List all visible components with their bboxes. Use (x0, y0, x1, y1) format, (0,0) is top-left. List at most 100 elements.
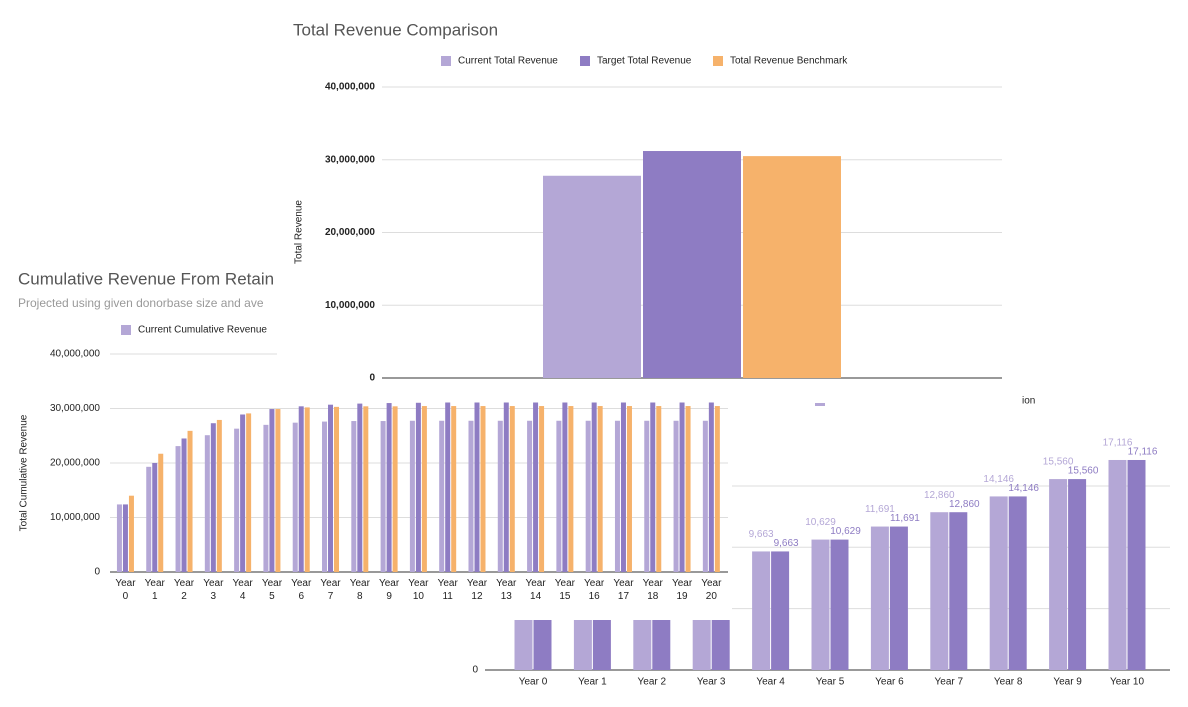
bar (503, 402, 509, 572)
x-tick-label: Year 3 (697, 677, 726, 688)
bar (714, 406, 720, 572)
y-tick-label: 30,000,000 (325, 154, 375, 165)
bar (334, 406, 340, 572)
bar (743, 156, 841, 378)
x-tick-label: Year 7 (935, 677, 964, 688)
x-tick-label: Year 12 (467, 578, 488, 602)
legend-swatch (121, 325, 131, 335)
x-tick-label: Year 5 (262, 578, 283, 602)
bar (656, 406, 662, 572)
bar (562, 402, 568, 572)
value-label: 9,663 (749, 529, 774, 540)
bar (533, 402, 539, 572)
x-tick-label: Year 0 (519, 677, 548, 688)
value-label: 15,560 (1043, 457, 1074, 468)
value-label: 11,691 (865, 504, 895, 515)
bar (650, 402, 656, 572)
bar (380, 421, 386, 572)
value-label: 9,663 (774, 538, 799, 549)
bar (468, 420, 474, 572)
bar (392, 406, 398, 572)
bar (234, 428, 240, 572)
bar (644, 420, 650, 572)
bar (497, 420, 503, 572)
bar (328, 404, 334, 572)
y-tick-label: 30,000,000 (50, 403, 100, 414)
bar (116, 504, 122, 572)
x-tick-label: Year 8 (994, 677, 1023, 688)
bar (409, 420, 415, 572)
bar (158, 453, 164, 572)
x-tick-label: Year 19 (672, 578, 693, 602)
bar (685, 406, 691, 572)
bar (591, 402, 597, 572)
bar (620, 402, 626, 572)
bar (351, 421, 357, 572)
bar (298, 406, 304, 572)
legend-label: Total Revenue Benchmark (730, 56, 848, 67)
bar (322, 421, 328, 572)
bar (949, 512, 968, 670)
bar (597, 406, 603, 572)
bar (275, 409, 281, 572)
bar (830, 539, 849, 670)
y-tick-label: 20,000,000 (325, 227, 375, 238)
bar (445, 402, 451, 572)
bar (543, 175, 641, 378)
y-axis-label: Total Cumulative Revenue (19, 414, 30, 531)
x-tick-label: Year 0 (115, 578, 136, 602)
x-tick-label: Year 3 (203, 578, 224, 602)
bar (568, 406, 574, 572)
value-label: 17,116 (1128, 447, 1158, 458)
x-tick-label: Year 15 (555, 578, 576, 602)
x-tick-label: Year 7 (320, 578, 341, 602)
bar (263, 424, 269, 572)
x-tick-label: Year 13 (496, 578, 517, 602)
bar (811, 539, 830, 670)
bar (870, 526, 889, 670)
bar (292, 422, 298, 572)
legend-swatch (713, 56, 723, 66)
bar (152, 463, 158, 572)
bar (527, 420, 533, 572)
bar (439, 420, 445, 572)
legend-label: Target Total Revenue (597, 56, 692, 67)
bar (1108, 459, 1127, 670)
x-tick-label: Year 20 (701, 578, 722, 602)
bar (930, 512, 949, 670)
y-tick-label: 0 (369, 373, 375, 384)
bar (989, 496, 1008, 670)
bar (1127, 459, 1146, 670)
x-tick-label: Year 14 (525, 578, 546, 602)
y-tick-label: 0 (94, 567, 100, 578)
y-tick-label: 40,000,000 (50, 349, 100, 360)
y-tick-label: 40,000,000 (325, 82, 375, 93)
x-tick-label: Year 17 (613, 578, 634, 602)
bar (357, 403, 363, 572)
bar (451, 406, 457, 572)
legend-swatch (815, 403, 825, 406)
bar (175, 446, 181, 572)
bar (246, 413, 252, 572)
y-tick-label: 20,000,000 (50, 458, 100, 469)
bar (415, 402, 421, 572)
y-tick-label: 10,000,000 (325, 300, 375, 311)
bar (204, 435, 210, 572)
y-axis-label: Total Revenue (294, 200, 305, 264)
bar (673, 420, 679, 572)
bar (474, 402, 480, 572)
value-label: 12,860 (924, 490, 955, 501)
bar (363, 406, 369, 572)
value-label: 10,629 (805, 517, 836, 528)
bar (1008, 496, 1027, 670)
x-tick-label: Year 9 (1053, 677, 1082, 688)
bar (889, 526, 908, 670)
bar (585, 420, 591, 572)
bar (539, 406, 545, 572)
x-tick-label: Year 4 (756, 677, 785, 688)
value-label: 12,860 (949, 499, 980, 510)
y-tick-label: 0 (472, 665, 478, 676)
x-tick-label: Year 8 (350, 578, 371, 602)
